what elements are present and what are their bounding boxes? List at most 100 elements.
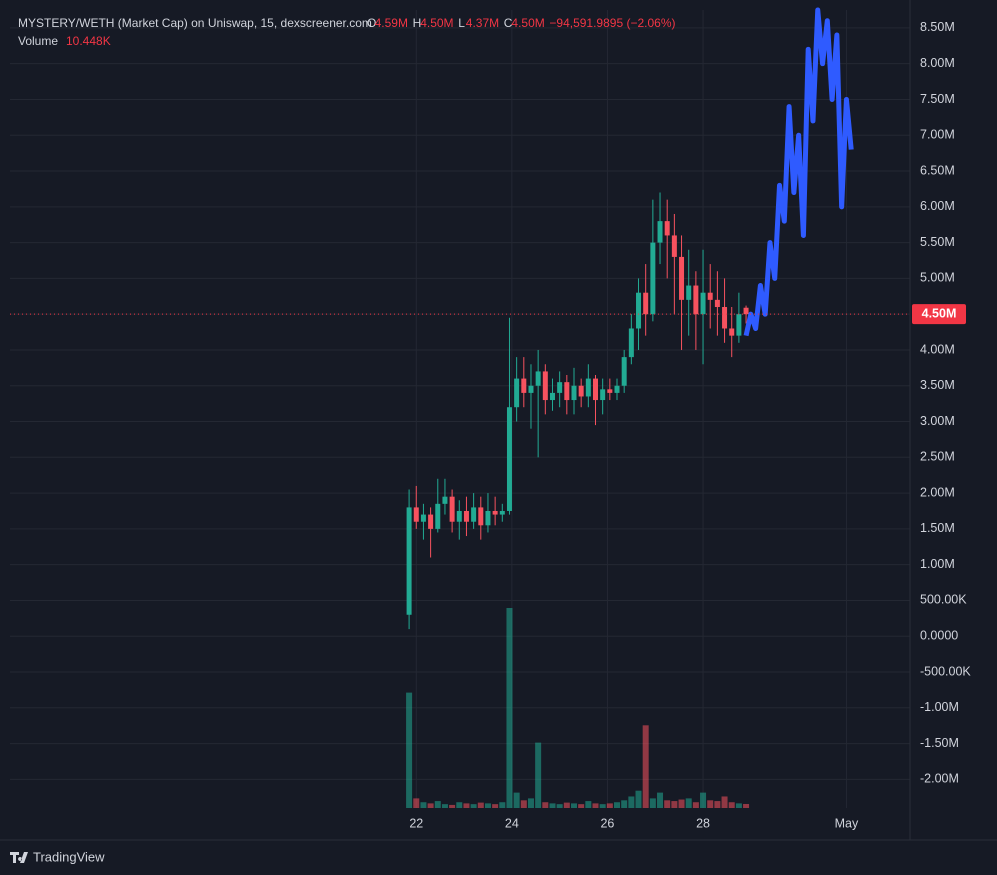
candle-body (535, 371, 541, 386)
volume-bar (735, 803, 742, 808)
change: −94,591.9895 (−2.06%) (549, 16, 675, 30)
candle-body (428, 514, 434, 529)
candle-body (714, 299, 720, 308)
y-tick-label: 3.50M (920, 378, 955, 392)
ohlc-label: H (413, 16, 422, 30)
candle-body (413, 507, 419, 522)
candle-body (643, 292, 649, 315)
candle-body (571, 385, 577, 401)
volume-bar (621, 800, 628, 808)
volume-bar (463, 803, 470, 808)
candle-body (636, 292, 642, 329)
volume-bar (484, 803, 491, 808)
volume-bar (513, 792, 520, 808)
candle-body (456, 510, 462, 522)
volume-bar (585, 801, 592, 808)
candle-body (722, 307, 728, 329)
candle-body (650, 242, 656, 315)
volume-layer (406, 608, 750, 808)
candle-body (693, 285, 699, 315)
volume-bar (743, 803, 750, 808)
candle-body (679, 256, 685, 300)
candle-body (593, 378, 599, 401)
volume-bar (420, 802, 427, 808)
volume-value: 10.448K (66, 34, 111, 48)
volume-bar (456, 802, 463, 808)
volume-bar (570, 803, 577, 808)
ohlc-value: 4.50M (511, 16, 544, 30)
volume-bar (520, 800, 527, 808)
x-tick-label: 28 (696, 816, 710, 830)
volume-bar (413, 798, 420, 808)
y-tick-label: 0.0000 (920, 629, 958, 643)
overlay-line (743, 7, 854, 337)
ohlc-value: 4.37M (466, 16, 499, 30)
chart-title: MYSTERY/WETH (Market Cap) on Uniswap, 15… (18, 16, 372, 30)
brand-logo: TradingView (10, 849, 105, 864)
volume-bar (406, 692, 413, 808)
candle-body (564, 382, 570, 401)
volume-bar (499, 802, 506, 808)
candle-body (449, 496, 455, 522)
grid-layer (10, 10, 910, 808)
y-tick-label: 7.00M (920, 128, 955, 142)
volume-bar (707, 800, 714, 808)
volume-bar (556, 804, 563, 808)
marks-layer (10, 7, 910, 630)
volume-bar (628, 796, 635, 808)
y-tick-label: 7.50M (920, 92, 955, 106)
volume-bar (527, 798, 534, 808)
candle-body (463, 510, 469, 522)
candle-body (671, 235, 677, 257)
volume-bar (592, 803, 599, 808)
candle-body (549, 392, 555, 401)
candle-body (521, 378, 527, 393)
volume-bar (427, 803, 434, 808)
volume-bar (549, 803, 556, 808)
candle-body (743, 307, 749, 315)
y-tick-label: 6.50M (920, 163, 955, 177)
y-tick-label: 5.00M (920, 271, 955, 285)
volume-bar (714, 801, 721, 808)
volume-bar (506, 608, 513, 808)
volume-bar (614, 802, 621, 808)
candle-body (406, 507, 412, 615)
volume-bar (721, 796, 728, 808)
ohlc-label: L (458, 16, 465, 30)
volume-bar (649, 798, 656, 808)
candle-body (729, 328, 735, 336)
volume-bar (492, 804, 499, 808)
brand: TradingView (33, 849, 105, 864)
candle-body (585, 378, 591, 397)
y-tick-label: 1.50M (920, 521, 955, 535)
candle-body (528, 385, 534, 393)
price-label: 4.50M (922, 306, 957, 320)
candle-body (478, 507, 484, 526)
y-tick-label: 6.00M (920, 199, 955, 213)
candle-body (442, 496, 448, 504)
candle-body (557, 382, 563, 393)
price-label-box (912, 304, 966, 325)
x-tick-label: 24 (505, 816, 519, 830)
candle-body (420, 514, 426, 522)
y-tick-label: 4.00M (920, 342, 955, 356)
candle-body (471, 507, 477, 522)
y-tick-label: 2.00M (920, 485, 955, 499)
volume-bar (441, 804, 448, 808)
y-tick-label: -2.00M (920, 772, 959, 786)
ohlc-label: C (504, 16, 513, 30)
candle-body (686, 285, 692, 300)
y-tick-label: 8.00M (920, 56, 955, 70)
text-layer: MYSTERY/WETH (Market Cap) on Uniswap, 15… (18, 16, 971, 830)
y-tick-label: -1.50M (920, 736, 959, 750)
x-tick-label: 26 (600, 816, 614, 830)
candle-body (485, 510, 491, 526)
ohlc-label: O (367, 16, 376, 30)
y-tick-label: -1.00M (920, 700, 959, 714)
ohlc-value: 4.59M (375, 16, 408, 30)
candle-body (628, 328, 634, 358)
y-tick-label: 500.00K (920, 593, 967, 607)
candle-body (621, 357, 627, 386)
